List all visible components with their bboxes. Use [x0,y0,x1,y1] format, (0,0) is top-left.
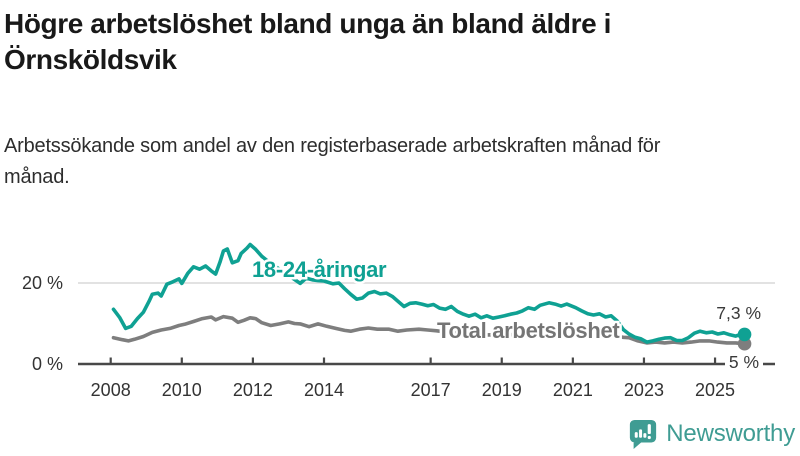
series-label-youth: 18-24-åringar [252,257,387,282]
x-axis-tick-label: 2014 [304,380,344,400]
chart-title: Högre arbetslöshet bland unga än bland ä… [4,8,612,76]
x-axis-tick-label: 2019 [482,380,522,400]
newsworthy-logo-icon [630,419,657,449]
series-end-dot-youth [737,327,752,342]
x-axis-tick-label: 2025 [695,380,735,400]
x-axis-tick-label: 2023 [624,380,664,400]
series-end-label-youth: 7,3 % [716,303,761,323]
series-line-total [111,314,747,346]
newsworthy-logo[interactable]: Newsworthy [628,419,795,449]
x-axis-tick-label: 2017 [411,380,451,400]
y-axis-tick-label: 20 % [22,273,63,293]
series-label-total: Total arbetslöshet [437,318,620,343]
end-label-backing [725,355,763,371]
x-axis-tick-label: 2021 [553,380,593,400]
unemployment-line-chart: 2008 2010 2012 2014 2017 2019 2021 2023 2025 0 % 2… [22,242,775,400]
y-axis-tick-label: 0 % [32,354,63,374]
x-axis-tick-label: 2012 [233,380,273,400]
series-end-label-total: 5 % [729,352,759,372]
chart-subtitle: Arbetssökande som andel av den registerb… [4,134,661,188]
series-end-dot-total [737,336,752,351]
x-axis-tick-label: 2008 [91,380,131,400]
x-axis-tick-label: 2010 [162,380,202,400]
newsworthy-logo-text: Newsworthy [666,420,795,447]
series-line-youth [111,242,747,344]
